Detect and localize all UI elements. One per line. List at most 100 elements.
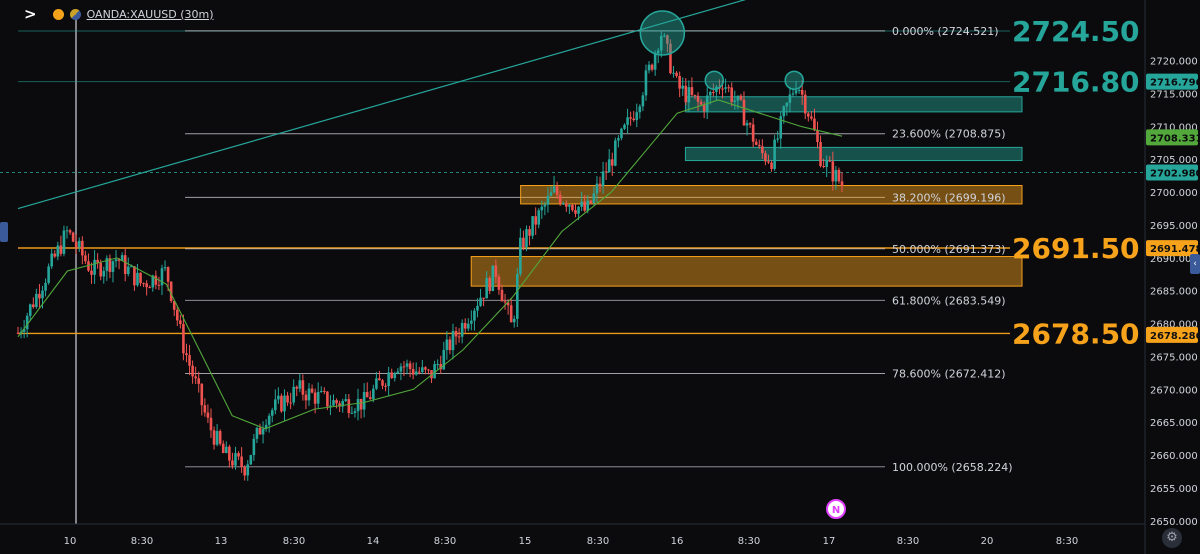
- candle-body: [62, 230, 66, 254]
- candle-body: [316, 392, 320, 404]
- candle-body: [335, 400, 338, 404]
- candle-body: [200, 383, 204, 406]
- candle-body: [669, 43, 672, 74]
- candle-body: [604, 171, 608, 173]
- y-tick-label: 2675.000: [1150, 352, 1198, 363]
- candle-body: [424, 367, 427, 370]
- candle-body: [408, 363, 412, 369]
- key-level-label: 2716.80: [1012, 66, 1140, 99]
- candle-body: [497, 276, 501, 290]
- right-panel-toggle-icon[interactable]: ‹: [1190, 254, 1200, 274]
- x-tick-label: 20: [981, 536, 994, 547]
- candle-body: [828, 160, 832, 162]
- candle-body: [678, 75, 681, 89]
- price-badge: [1146, 326, 1198, 343]
- candle-body: [742, 99, 746, 126]
- x-tick-label: 8:30: [131, 536, 153, 547]
- candle-body: [773, 139, 776, 169]
- zone-box: [684, 96, 1023, 113]
- candle-body: [136, 272, 139, 286]
- candle-body: [797, 89, 801, 91]
- candle-body: [482, 297, 485, 299]
- x-tick-label: 8:30: [283, 536, 305, 547]
- candle-body: [800, 89, 804, 95]
- candle-body: [491, 265, 495, 292]
- candle-body: [745, 123, 749, 126]
- chevron-right-icon[interactable]: >: [24, 5, 37, 23]
- y-tick-label: 2650.000: [1150, 517, 1198, 528]
- candle-body: [347, 399, 351, 414]
- candle-body: [53, 253, 57, 257]
- fib-level-label: 100.000% (2658.224): [892, 461, 1013, 474]
- candle-body: [179, 320, 182, 325]
- candle-body: [583, 201, 586, 211]
- candle-body: [22, 329, 26, 332]
- candle-body: [626, 117, 629, 125]
- candle-body: [558, 194, 562, 204]
- candle-body: [494, 265, 498, 277]
- candle-body: [641, 95, 645, 107]
- candle-body: [56, 245, 60, 257]
- candle-body: [274, 399, 277, 411]
- time-axis[interactable]: 10 8:30 13 8:30 14 8:30 15 8:30 16 8:30 17 8:30 20 8:…: [0, 499, 1145, 547]
- candle-body: [44, 282, 47, 291]
- candle-body: [782, 106, 786, 117]
- zone-box: [470, 256, 1023, 287]
- candle-body: [837, 169, 841, 182]
- candle-body: [234, 453, 237, 466]
- candle-body: [203, 405, 207, 413]
- zone-box: [684, 146, 1023, 162]
- candle-body: [283, 395, 286, 412]
- candle-body: [280, 395, 283, 412]
- fib-level-label: 50.000% (2691.373): [892, 243, 1006, 256]
- candle-body: [310, 388, 314, 393]
- candle-body: [16, 332, 20, 334]
- gear-icon[interactable]: ⚙: [1162, 528, 1182, 548]
- candle-body: [172, 301, 176, 310]
- candle-body: [721, 88, 724, 90]
- zone-box: [520, 185, 1023, 205]
- candle-body: [702, 104, 706, 112]
- candle-body: [623, 124, 626, 129]
- market-status-icon: [52, 8, 64, 20]
- candle-body: [218, 431, 222, 444]
- candle-body: [319, 390, 323, 393]
- candle-body: [258, 427, 262, 435]
- x-tick-label: 10: [64, 536, 77, 547]
- candle-body: [776, 138, 779, 140]
- candle-body: [356, 398, 360, 412]
- candle-body: [761, 146, 764, 154]
- candle-body: [506, 302, 510, 306]
- candle-body: [684, 85, 688, 103]
- candle-body: [675, 72, 678, 76]
- candle-body: [500, 289, 504, 302]
- candle-body: [555, 186, 559, 195]
- y-tick-label: 2690.000: [1150, 254, 1198, 265]
- price-axis[interactable]: 2720.000 2715.000 2710.000 2705.000 2700.000…: [1144, 0, 1200, 554]
- symbol-name[interactable]: OANDA:XAUUSD (30m): [86, 7, 214, 21]
- candle-body: [304, 394, 308, 401]
- candle-body: [240, 456, 243, 467]
- candle-body: [620, 128, 623, 139]
- left-panel-toggle[interactable]: [0, 222, 8, 242]
- candle-body: [148, 287, 152, 289]
- candle-body: [157, 284, 161, 286]
- candle-body: [142, 283, 145, 285]
- candle-body: [246, 464, 250, 476]
- candle-body: [99, 262, 103, 277]
- highlight-circle: [639, 10, 686, 56]
- candle-body: [405, 363, 409, 367]
- candle-body: [277, 395, 280, 400]
- candle-body: [393, 373, 397, 379]
- candle-body: [690, 87, 694, 95]
- candle-body: [221, 443, 225, 453]
- candle-body: [463, 322, 467, 329]
- candle-body: [448, 339, 452, 351]
- candle-body: [163, 267, 167, 269]
- candle-body: [84, 255, 87, 262]
- currency-flag-icon: [69, 8, 81, 20]
- candle-body: [295, 386, 299, 389]
- candle-body: [411, 368, 415, 375]
- y-tick-label: 2685.000: [1150, 287, 1198, 298]
